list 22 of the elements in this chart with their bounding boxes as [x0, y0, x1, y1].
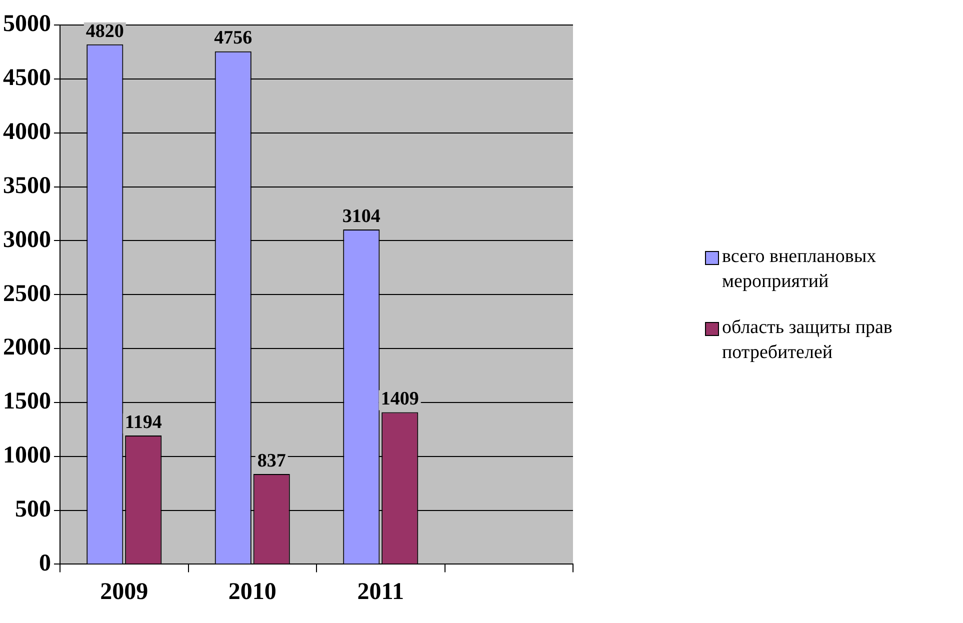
y-tick-label: 4500	[3, 65, 51, 92]
y-tick-label: 1500	[3, 388, 51, 415]
x-tick-label: 2009	[100, 578, 148, 605]
y-tick-label: 3500	[3, 172, 51, 199]
x-tick-label: 2010	[228, 578, 276, 605]
x-tick-label: 2011	[357, 578, 404, 605]
y-tick-label: 4000	[3, 119, 51, 146]
data-label: 3104	[342, 206, 381, 227]
data-label: 4756	[214, 28, 252, 49]
y-tick-label: 5000	[3, 11, 51, 38]
y-tick-label: 1000	[3, 442, 51, 469]
y-tick-label: 2500	[3, 280, 51, 307]
y-tick-label: 0	[39, 550, 51, 576]
data-label: 4820	[86, 20, 124, 42]
data-label: 1409	[380, 388, 419, 410]
data-label: 837	[257, 450, 286, 472]
legend-label: всего внеплановых мероприятий	[722, 245, 878, 294]
data-label: 1194	[124, 412, 162, 433]
legend-label: область защиты прав потребителей	[722, 316, 894, 366]
y-tick-label: 3000	[3, 226, 51, 253]
y-tick-label: 500	[15, 496, 51, 522]
y-tick-label: 2000	[3, 334, 51, 361]
